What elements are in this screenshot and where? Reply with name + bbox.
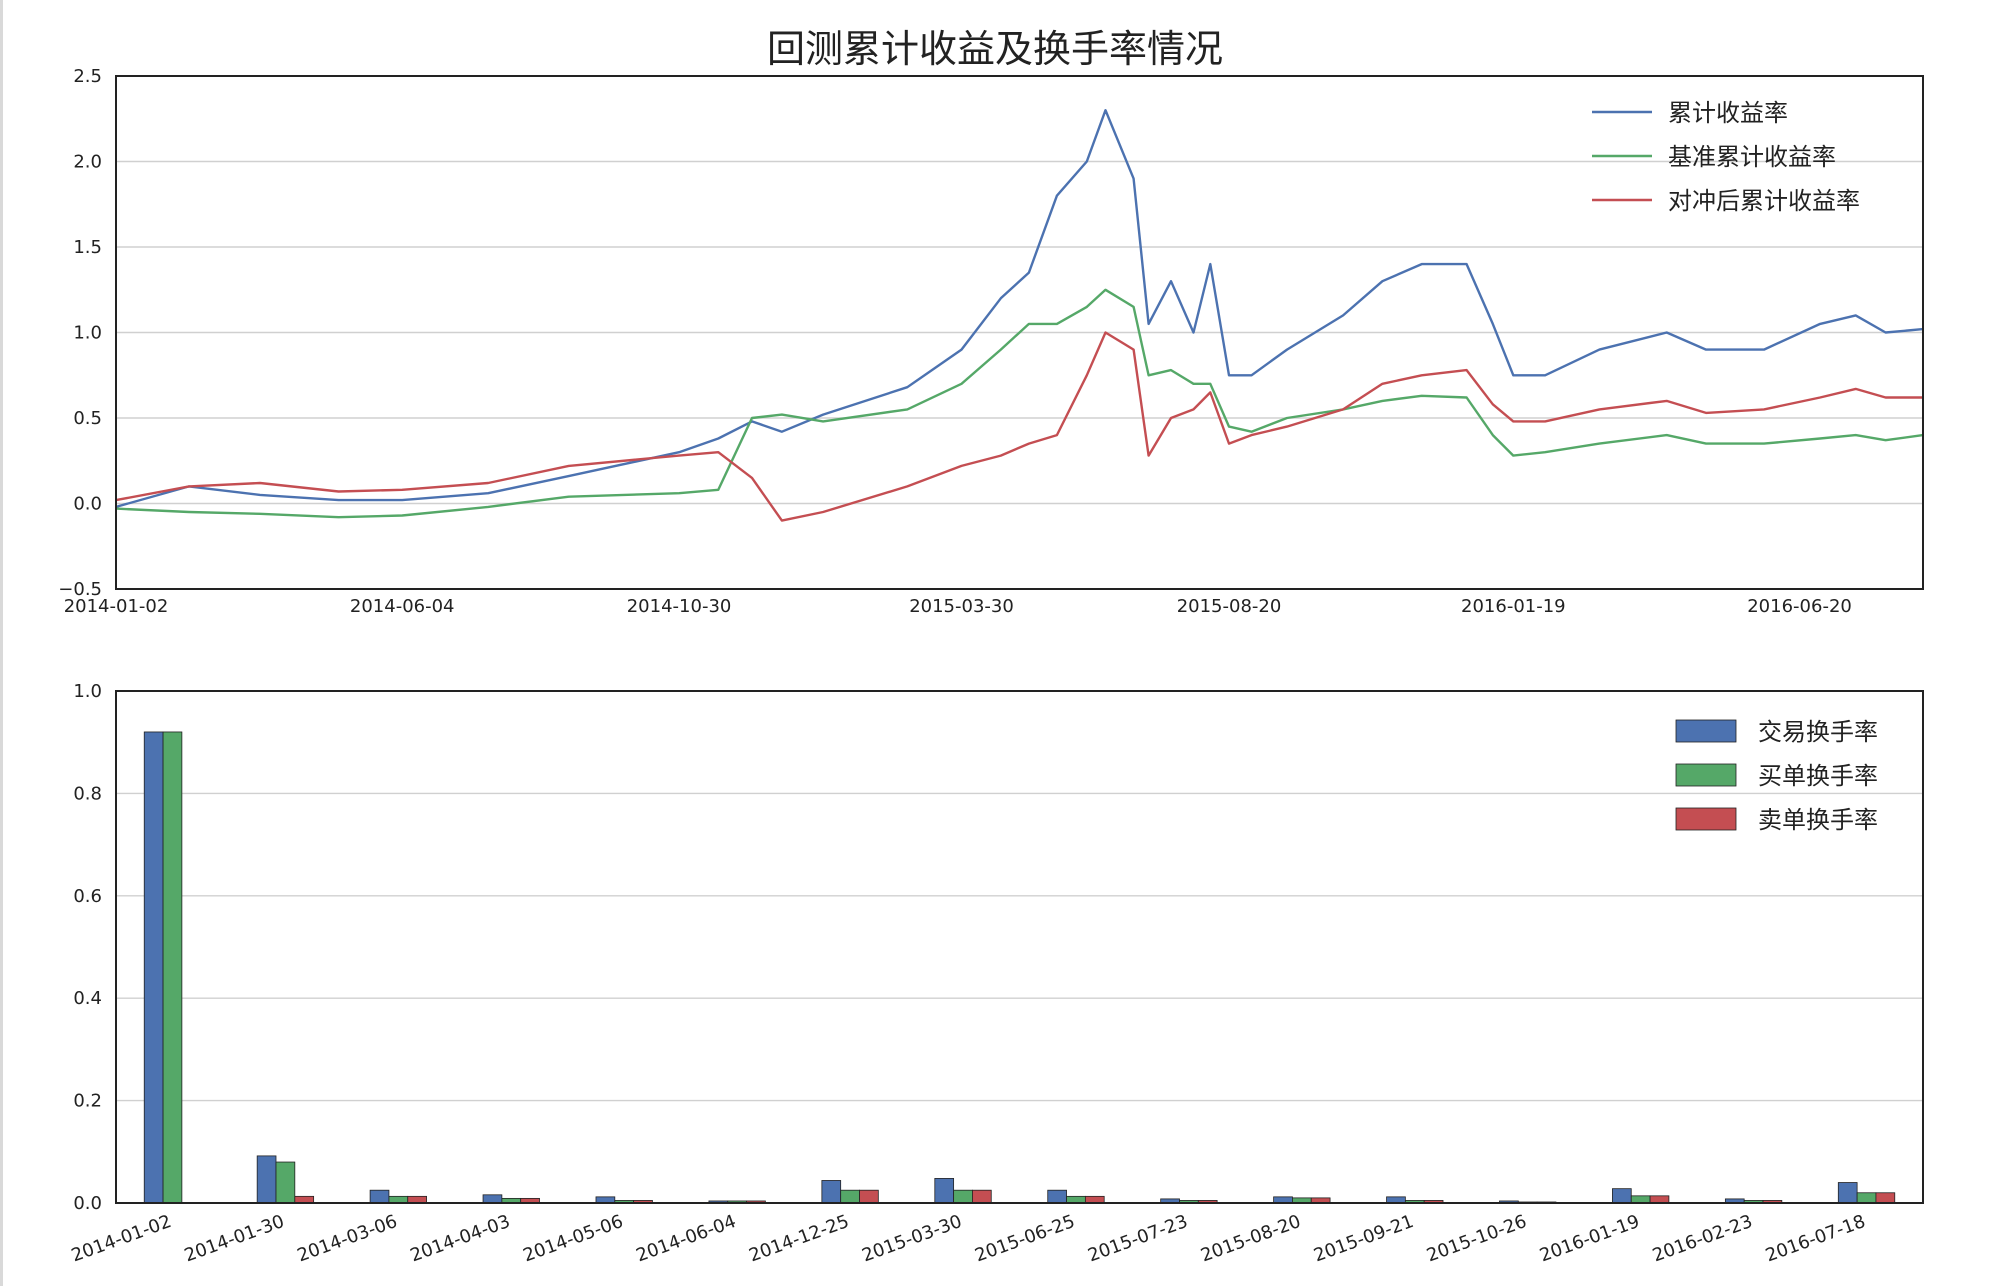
bottom-y-axis: 0.0 0.2 0.4 0.6 0.8 1.0 [73, 681, 102, 1214]
turnover-bar [143, 731, 164, 1204]
top-y-tick-label: −0.5 [58, 579, 102, 600]
top-x-tick-label: 2014-01-02 [64, 596, 169, 617]
bottom-y-tick-label: 0.4 [73, 988, 102, 1009]
turnover-bar [934, 1178, 955, 1204]
turnover-bar [369, 1189, 390, 1204]
top-x-tick-label: 2014-10-30 [627, 596, 732, 617]
turnover-bar [1856, 1192, 1877, 1204]
top-series-lines [115, 108, 1924, 522]
top-y-tick-label: 2.0 [73, 152, 102, 173]
bottom-x-tick-label: 2014-01-02 [69, 1211, 174, 1267]
bottom-x-axis: 2014-01-02 2014-01-30 2014-03-06 2014-04-03… [69, 1211, 1869, 1267]
bottom-x-tick-label: 2016-02-23 [1650, 1211, 1755, 1267]
bottom-x-tick-label: 2014-03-06 [295, 1211, 400, 1267]
series-line-3 [115, 331, 1923, 522]
bottom-x-tick-label: 2014-05-06 [520, 1211, 625, 1267]
legend-label: 卖单换手率 [1758, 806, 1878, 834]
page-edge [0, 0, 3, 1286]
bottom-plot-frame [115, 690, 1924, 1204]
chart-title: 回测累计收益及换手率情况 [767, 27, 1223, 71]
turnover-bar [1612, 1188, 1632, 1204]
turnover-bar [1630, 1195, 1651, 1204]
top-plot-frame [115, 75, 1924, 590]
bottom-x-tick-label: 2015-08-20 [1198, 1211, 1303, 1267]
top-y-tick-label: 2.5 [73, 66, 102, 87]
top-x-tick-label: 2016-01-19 [1461, 596, 1566, 617]
cumulative-return-chart: −0.5 0.0 0.5 1.0 1.5 2.0 2.5 2014-01-02 2014-06… [58, 66, 1924, 617]
bottom-x-tick-label: 2015-10-26 [1424, 1211, 1529, 1267]
bottom-y-tick-label: 0.6 [73, 886, 102, 907]
turnover-bar [972, 1189, 992, 1204]
bottom-y-tick-label: 1.0 [73, 681, 102, 702]
top-y-tick-label: 1.5 [73, 237, 102, 258]
top-y-tick-label: 1.0 [73, 323, 102, 344]
bottom-x-tick-label: 2016-07-18 [1763, 1211, 1868, 1267]
bottom-gridlines [116, 792, 1923, 1102]
legend-label: 基准累计收益率 [1668, 143, 1836, 171]
turnover-bar [482, 1194, 503, 1204]
bottom-bars [143, 731, 1896, 1204]
bottom-x-tick-label: 2016-01-19 [1537, 1211, 1642, 1267]
bottom-x-tick-label: 2015-07-23 [1085, 1211, 1190, 1267]
bottom-x-tick-label: 2015-03-30 [859, 1211, 964, 1267]
legend-label: 交易换手率 [1758, 718, 1878, 746]
bottom-x-tick-label: 2015-06-25 [972, 1211, 1077, 1267]
top-y-tick-label: 0.5 [73, 408, 102, 429]
bottom-y-tick-label: 0.2 [73, 1091, 102, 1112]
bottom-x-tick-label: 2014-12-25 [746, 1211, 851, 1267]
bottom-y-tick-label: 0.0 [73, 1193, 102, 1214]
top-x-tick-label: 2016-06-20 [1747, 596, 1852, 617]
bottom-x-tick-label: 2014-01-30 [182, 1211, 287, 1267]
turnover-bar [953, 1189, 973, 1204]
top-gridlines [116, 160, 1923, 505]
bottom-y-tick-label: 0.8 [73, 783, 102, 804]
turnover-rate-chart: 0.00.20.40.60.81.0 2014-01-02 2014-01-30 2… [69, 681, 1924, 1267]
bottom-x-tick-label: 2015-09-21 [1311, 1211, 1416, 1267]
bottom-x-tick-label: 2014-06-04 [633, 1211, 738, 1267]
legend-label: 对冲后累计收益率 [1668, 187, 1860, 215]
legend-label: 累计收益率 [1668, 99, 1788, 127]
legend-bar-swatch [1675, 763, 1737, 787]
top-x-tick-label: 2015-03-30 [909, 596, 1014, 617]
turnover-bar [821, 1180, 842, 1204]
legend-bar-swatch [1675, 807, 1737, 831]
turnover-bar [859, 1189, 879, 1204]
top-y-axis: −0.5 0.0 0.5 1.0 1.5 2.0 2.5 [58, 66, 102, 600]
legend-label: 买单换手率 [1758, 762, 1878, 790]
turnover-bar [256, 1155, 277, 1204]
turnover-bar [1875, 1192, 1896, 1204]
turnover-bar [840, 1189, 860, 1204]
turnover-bar [162, 731, 183, 1204]
turnover-bar [1047, 1189, 1067, 1204]
bottom-x-tick-label: 2014-04-03 [408, 1211, 513, 1267]
turnover-bar [1649, 1195, 1670, 1204]
top-x-tick-label: 2014-06-04 [350, 596, 455, 617]
turnover-bar [1837, 1182, 1858, 1204]
top-x-tick-label: 2015-08-20 [1177, 596, 1282, 617]
top-x-axis: 2014-01-02 2014-06-04 2014-10-30 2015-03-30… [64, 596, 1852, 617]
series-line-2 [115, 288, 1924, 519]
top-y-tick-label: 0.0 [73, 494, 102, 515]
legend-bar-swatch [1675, 719, 1737, 743]
turnover-bar [275, 1161, 296, 1204]
